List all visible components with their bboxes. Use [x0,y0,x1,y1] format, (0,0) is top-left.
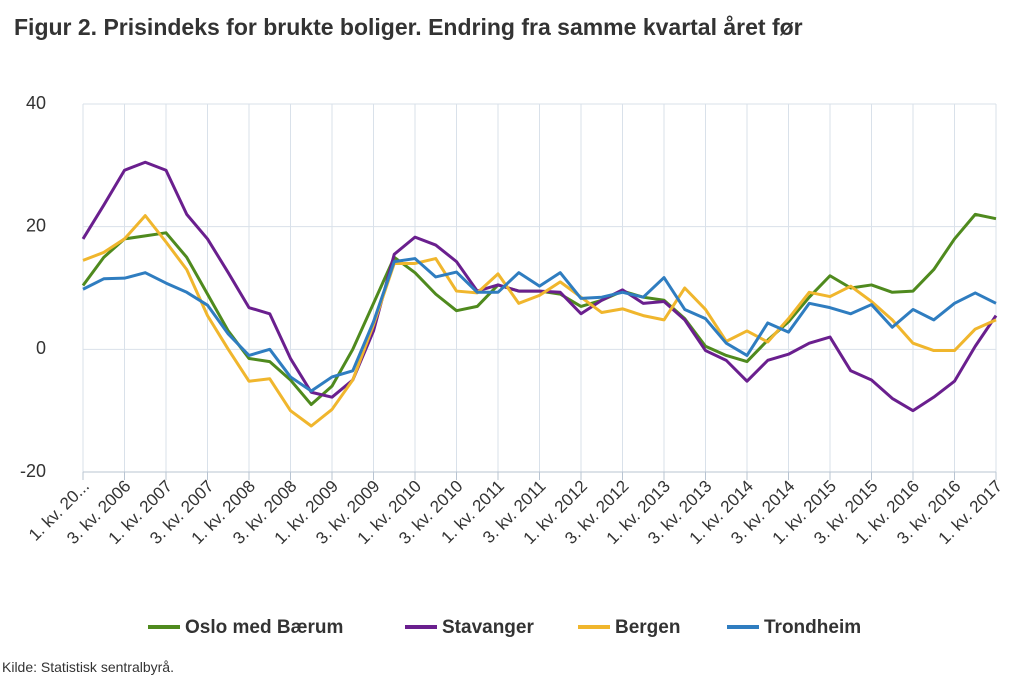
legend-label: Oslo med Bærum [185,617,343,638]
source: Kilde: Statistisk sentralbyrå. [2,659,174,675]
y-tick-label: 0 [36,338,46,358]
legend-label: Stavanger [442,617,534,638]
series-line [82,257,997,393]
series-line [82,214,997,428]
y-tick-label: 20 [26,215,46,235]
legend-label: Bergen [615,617,680,638]
y-tick-label: 40 [26,93,46,113]
series-line [81,160,998,413]
legend-label: Trondheim [764,617,861,638]
chart-title: Figur 2. Prisindeks for brukte boliger. … [14,14,803,40]
y-tick-label: -20 [20,461,46,481]
